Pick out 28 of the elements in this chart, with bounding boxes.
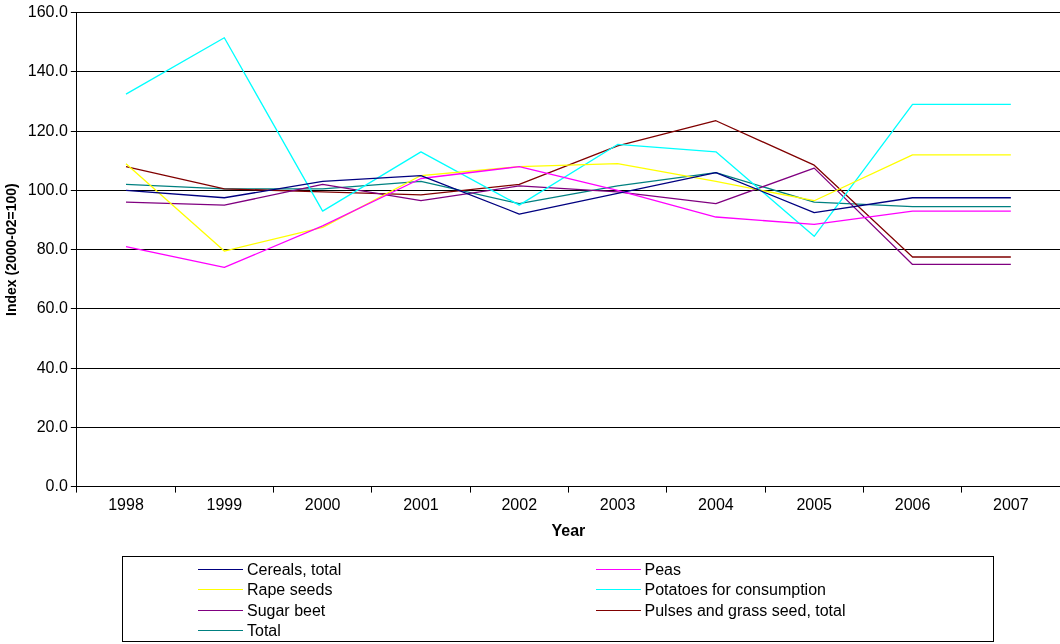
legend-label: Cereals, total	[247, 559, 342, 579]
legend-label: Potatoes for consumption	[644, 580, 826, 600]
legend-label: Pulses and grass seed, total	[644, 600, 846, 620]
y-tick-label: 160.0	[27, 3, 68, 21]
y-tick-label: 40.0	[36, 358, 68, 376]
x-tick-label: 2004	[698, 495, 734, 513]
x-tick-label: 1999	[206, 495, 243, 513]
x-tick-label: 2007	[993, 495, 1029, 513]
x-tick-label: 2002	[501, 495, 538, 513]
legend-label: Peas	[644, 559, 681, 579]
y-axis-title: Index (2000-02=100)	[3, 183, 20, 316]
y-tick-label: 0.0	[45, 477, 68, 495]
legend-label: Total	[247, 621, 281, 641]
x-tick-label: 2001	[403, 495, 439, 513]
x-tick-label: 2000	[304, 495, 341, 513]
x-tick-label: 2005	[796, 495, 833, 513]
y-tick-label: 140.0	[27, 62, 68, 80]
y-tick-label: 80.0	[36, 240, 68, 258]
x-tick-label: 2006	[894, 495, 931, 513]
y-tick-label: 120.0	[27, 121, 68, 139]
y-tick-label: 60.0	[36, 299, 68, 317]
y-tick-label: 100.0	[27, 180, 68, 198]
legend-label: Rape seeds	[247, 580, 333, 600]
y-tick-label: 20.0	[36, 417, 68, 435]
x-axis-title: Year	[551, 521, 586, 539]
x-tick-label: 2003	[599, 495, 636, 513]
legend-label: Sugar beet	[247, 600, 326, 620]
x-tick-label: 1998	[108, 495, 144, 513]
